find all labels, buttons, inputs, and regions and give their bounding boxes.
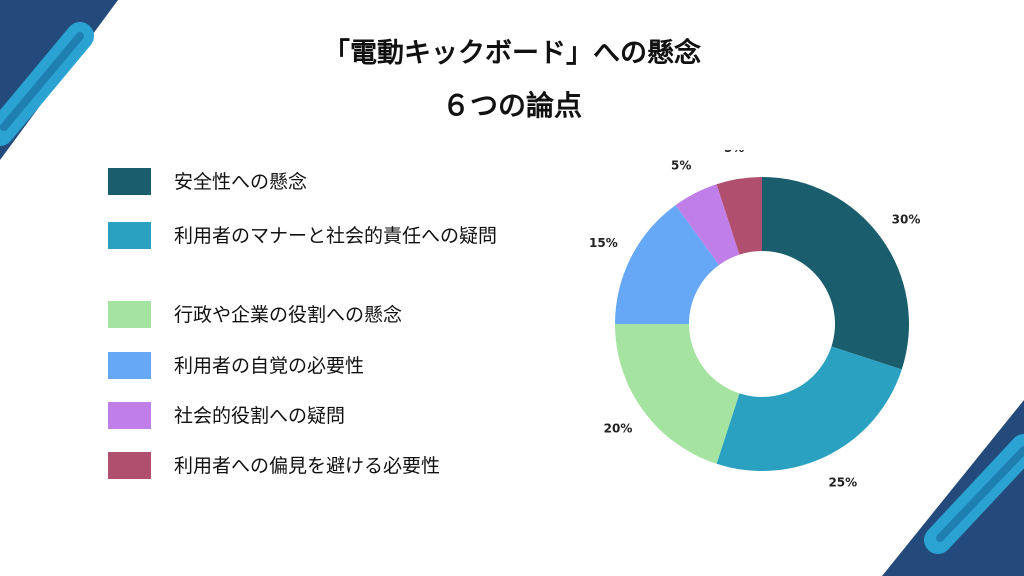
slice-percent-label: 20% (604, 422, 633, 436)
legend-item: 行政や企業の役割への懸念 (108, 301, 524, 332)
legend-item: 利用者への偏見を避ける必要性 (108, 452, 524, 483)
slice-percent-label: 15% (589, 236, 618, 250)
donut-slice (716, 177, 762, 255)
top-left-stripe-inner (0, 32, 84, 131)
legend-swatch (108, 352, 151, 379)
slice-percent-label: 25% (828, 476, 857, 490)
legend-label: 利用者のマナーと社会的責任への疑問 (174, 225, 498, 247)
bottom-right-dark-triangle (882, 400, 1024, 576)
legend-swatch (108, 452, 151, 479)
legend-swatch (108, 301, 151, 328)
donut-slice (675, 184, 740, 265)
legend-item: 安全性への懸念 (108, 168, 524, 199)
slice-percent-label: 5% (671, 158, 691, 172)
slice-percent-label: 30% (892, 212, 921, 226)
legend-swatch (108, 402, 151, 429)
legend-label: 利用者への偏見を避ける必要性 (174, 455, 441, 477)
legend-swatch (108, 222, 151, 249)
legend-item: 利用者のマナーと社会的責任への疑問 (108, 222, 524, 253)
legend-label: 利用者の自覚の必要性 (174, 355, 365, 377)
donut-chart: 30% 25% 20% 15% 5% 5% (589, 150, 921, 490)
legend-label: 社会的役割への疑問 (174, 405, 346, 427)
legend-swatch (108, 168, 151, 195)
bottom-right-stripe-inner (936, 446, 1024, 542)
legend-item: 社会的役割への疑問 (108, 402, 524, 433)
donut-slice (762, 177, 909, 370)
page-title: 「電動キックボード」への懸念 (323, 38, 701, 69)
donut-slice (615, 205, 720, 324)
page-subtitle: ６つの論点 (441, 89, 582, 122)
legend-item: 利用者の自覚の必要性 (108, 352, 524, 383)
legend-label: 安全性への懸念 (174, 171, 308, 193)
slice-percent-label: 5% (724, 150, 744, 155)
donut-slice (615, 324, 740, 464)
donut-slice (716, 346, 902, 471)
legend-label: 行政や企業の役割への懸念 (174, 304, 403, 326)
